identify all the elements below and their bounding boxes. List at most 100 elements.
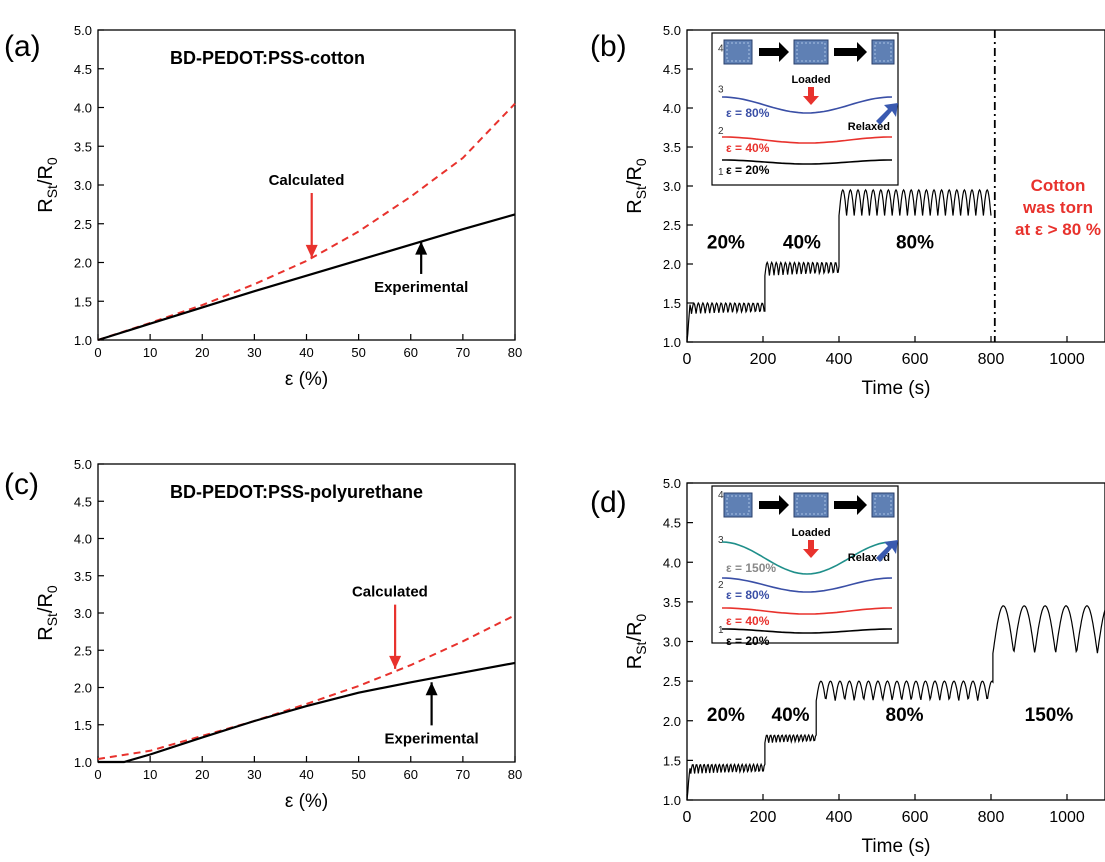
annotation-calculated: Calculated — [352, 584, 428, 601]
x-tick-label: 80 — [508, 767, 522, 782]
x-tick-label: 30 — [247, 767, 261, 782]
series-line-experimental — [98, 214, 515, 340]
x-tick-label: 200 — [750, 809, 777, 826]
y-tick-label: 1.0 — [663, 335, 681, 350]
stage-label: 20% — [707, 232, 745, 253]
inset-strain-label: ε = 80% — [726, 106, 770, 120]
x-tick-label: 400 — [826, 809, 853, 826]
y-tick-label: 1.0 — [74, 333, 92, 348]
x-axis-label: ε (%) — [285, 791, 328, 812]
x-axis-label: Time (s) — [862, 378, 931, 399]
inset-relaxed-label: Relaxed — [848, 121, 890, 133]
x-tick-label: 80 — [508, 345, 522, 360]
x-tick-label: 50 — [351, 345, 365, 360]
y-tick-label: 1.5 — [74, 294, 92, 309]
x-tick-label: 200 — [750, 351, 777, 368]
inset-strain-label: ε = 20% — [726, 634, 770, 648]
x-tick-label: 800 — [978, 351, 1005, 368]
x-tick-label: 60 — [404, 345, 418, 360]
inset-loaded-label: Loaded — [791, 527, 830, 539]
y-tick-label: 2.0 — [663, 714, 681, 729]
series-line-time — [687, 190, 991, 342]
x-tick-label: 1000 — [1049, 809, 1085, 826]
x-tick-label: 600 — [902, 351, 929, 368]
x-tick-label: 0 — [683, 351, 692, 368]
stretch-arrow-shaft — [834, 501, 857, 509]
y-tick-label: 3.5 — [663, 595, 681, 610]
x-tick-label: 20 — [195, 345, 209, 360]
y-tick-label: 4.0 — [74, 532, 92, 547]
y-tick-label: 3.0 — [74, 606, 92, 621]
y-tick-label: 2.5 — [663, 218, 681, 233]
inset-strain-label: ε = 150% — [726, 561, 776, 575]
y-tick-label: 1.5 — [74, 718, 92, 733]
y-tick-label: 4.5 — [74, 494, 92, 509]
inset-y-tick-label: 2 — [718, 126, 724, 137]
x-tick-label: 800 — [978, 809, 1005, 826]
y-tick-label: 5.0 — [663, 476, 681, 491]
y-tick-label: 4.5 — [74, 62, 92, 77]
stage-label: 20% — [707, 705, 745, 726]
panel-b: (b) 1.0 1.5 2.0 2.5 3.0 3.5 4.0 4.5 5.0 0 200 400 600… — [590, 23, 1105, 399]
x-tick-label: 20 — [195, 767, 209, 782]
x-tick-label: 10 — [143, 345, 157, 360]
stretch-arrow-shaft — [834, 48, 857, 56]
annotation-experimental: Experimental — [384, 730, 478, 747]
fabric-image — [794, 40, 828, 64]
x-tick-label: 40 — [299, 767, 313, 782]
arrow-0-head — [389, 656, 401, 669]
inset-y-tick-label: 4 — [718, 490, 724, 501]
loaded-arrow-shaft — [808, 540, 814, 550]
x-tick-label: 70 — [456, 767, 470, 782]
chart-title: BD-PEDOT:PSS-cotton — [170, 48, 365, 68]
x-tick-label: 400 — [826, 351, 853, 368]
y-tick-label: 5.0 — [74, 457, 92, 472]
inset-y-tick-label: 1 — [718, 167, 724, 178]
inset-y-tick-label: 3 — [718, 85, 724, 96]
x-tick-label: 0 — [683, 809, 692, 826]
stretch-arrow-shaft — [759, 501, 779, 509]
y-tick-label: 5.0 — [74, 23, 92, 38]
y-tick-label: 1.0 — [74, 755, 92, 770]
y-tick-label: 4.0 — [74, 101, 92, 116]
inset-strain-label: ε = 40% — [726, 141, 770, 155]
y-tick-label: 2.0 — [663, 257, 681, 272]
tear-note-line: Cotton — [1031, 176, 1086, 195]
plot-frame — [98, 464, 515, 762]
inset-y-tick-label: 3 — [718, 535, 724, 546]
inset-y-tick-label: 1 — [718, 625, 724, 636]
x-axis-label: Time (s) — [862, 836, 931, 857]
x-axis-label: ε (%) — [285, 369, 328, 390]
x-tick-label: 60 — [404, 767, 418, 782]
stage-label: 40% — [783, 232, 821, 253]
x-tick-label: 40 — [299, 345, 313, 360]
y-tick-label: 4.5 — [663, 516, 681, 531]
stretch-arrow-shaft — [759, 48, 779, 56]
y-tick-label: 2.5 — [74, 217, 92, 232]
panel-c: (c) 1.0 1.5 2.0 2.5 3.0 3.5 4.0 4.5 5.0 0 10 20 30 40 5… — [4, 457, 522, 812]
annotation-experimental: Experimental — [374, 279, 468, 296]
y-tick-label: 3.5 — [74, 139, 92, 154]
series-line-calculated — [98, 104, 515, 340]
stage-label: 150% — [1025, 705, 1074, 726]
inset-y-tick-label: 4 — [718, 44, 724, 55]
y-tick-label: 1.0 — [663, 793, 681, 808]
inset: 1 2 3 4 ε = 80% ε = 40% ε = 20% Loaded Relaxed — [712, 33, 898, 185]
y-tick-label: 3.0 — [663, 635, 681, 650]
stage-label: 40% — [772, 705, 810, 726]
inset-strain-label: ε = 20% — [726, 163, 770, 177]
y-axis-label: RSt/R0 — [624, 158, 649, 214]
y-tick-label: 1.5 — [663, 296, 681, 311]
inset: 1234ε = 150%ε = 80%ε = 40%ε = 20%LoadedR… — [712, 486, 898, 648]
x-tick-label: 1000 — [1049, 351, 1085, 368]
panel-label: (c) — [4, 468, 39, 501]
annotation-calculated: Calculated — [269, 172, 345, 189]
chart-title: BD-PEDOT:PSS-polyurethane — [170, 482, 423, 502]
panel-label: (b) — [590, 30, 627, 63]
tear-note-line: at ε > 80 % — [1015, 220, 1101, 239]
y-tick-label: 2.5 — [74, 643, 92, 658]
y-tick-label: 2.0 — [74, 256, 92, 271]
y-tick-label: 4.0 — [663, 555, 681, 570]
fabric-image — [724, 40, 752, 64]
fabric-image — [724, 493, 752, 517]
